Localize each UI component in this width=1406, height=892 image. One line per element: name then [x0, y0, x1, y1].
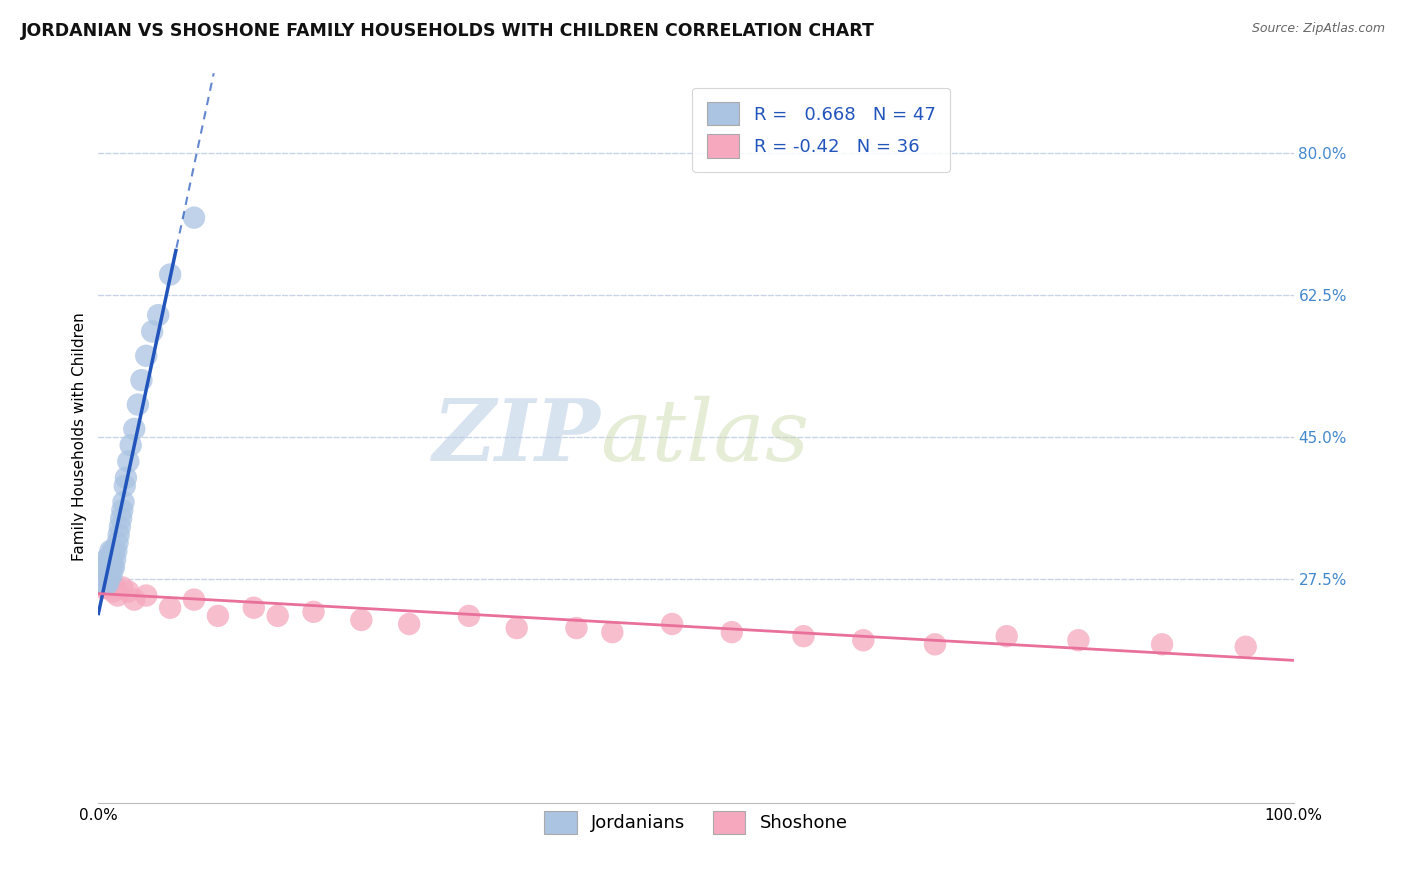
Point	[117, 454, 139, 468]
Point	[98, 560, 122, 574]
Point	[159, 600, 181, 615]
Point	[91, 576, 114, 591]
Point	[183, 211, 205, 225]
Point	[93, 576, 115, 591]
Point	[148, 308, 170, 322]
Point	[107, 535, 129, 549]
Point	[602, 625, 624, 640]
Point	[98, 560, 121, 574]
Point	[93, 581, 115, 595]
Point	[110, 511, 132, 525]
Text: atlas: atlas	[600, 396, 810, 478]
Point	[124, 422, 146, 436]
Point	[398, 617, 420, 632]
Point	[107, 589, 129, 603]
Point	[96, 568, 118, 582]
Point	[104, 581, 127, 595]
Point	[159, 268, 181, 282]
Point	[103, 560, 125, 574]
Point	[100, 568, 122, 582]
Point	[94, 578, 117, 592]
Point	[107, 527, 129, 541]
Point	[115, 471, 138, 485]
Point	[458, 608, 481, 623]
Point	[97, 560, 120, 574]
Point	[105, 544, 128, 558]
Point	[96, 552, 118, 566]
Point	[101, 584, 124, 599]
Legend: Jordanians, Shoshone: Jordanians, Shoshone	[530, 797, 862, 848]
Point	[131, 373, 153, 387]
Point	[852, 633, 875, 648]
Point	[104, 552, 127, 566]
Point	[183, 592, 205, 607]
Point	[302, 605, 325, 619]
Point	[97, 576, 120, 591]
Point	[108, 519, 131, 533]
Point	[93, 568, 115, 582]
Point	[91, 581, 114, 595]
Point	[793, 629, 815, 643]
Point	[565, 621, 588, 635]
Point	[661, 617, 683, 632]
Y-axis label: Family Households with Children: Family Households with Children	[72, 313, 87, 561]
Point	[127, 398, 149, 412]
Point	[267, 608, 290, 623]
Point	[94, 568, 117, 582]
Point	[112, 495, 135, 509]
Point	[98, 578, 122, 592]
Point	[91, 560, 114, 574]
Point	[98, 581, 121, 595]
Point	[91, 568, 114, 582]
Text: JORDANIAN VS SHOSHONE FAMILY HOUSEHOLDS WITH CHILDREN CORRELATION CHART: JORDANIAN VS SHOSHONE FAMILY HOUSEHOLDS …	[21, 22, 875, 40]
Point	[1152, 637, 1174, 651]
Point	[98, 552, 122, 566]
Point	[117, 584, 139, 599]
Point	[98, 544, 122, 558]
Point	[506, 621, 529, 635]
Point	[141, 325, 163, 339]
Point	[97, 576, 120, 591]
Point	[995, 629, 1018, 643]
Point	[96, 581, 118, 595]
Point	[924, 637, 946, 651]
Text: ZIP: ZIP	[433, 395, 600, 479]
Point	[98, 568, 121, 582]
Point	[120, 438, 142, 452]
Point	[1067, 633, 1090, 648]
Point	[100, 552, 122, 566]
Point	[1234, 640, 1257, 654]
Point	[114, 479, 136, 493]
Point	[101, 544, 124, 558]
Point	[91, 576, 114, 591]
Point	[103, 544, 125, 558]
Point	[124, 592, 146, 607]
Point	[243, 600, 266, 615]
Point	[94, 576, 117, 591]
Point	[93, 560, 115, 574]
Point	[98, 568, 122, 582]
Point	[135, 349, 157, 363]
Point	[101, 560, 124, 574]
Point	[90, 576, 112, 591]
Text: Source: ZipAtlas.com: Source: ZipAtlas.com	[1251, 22, 1385, 36]
Point	[350, 613, 373, 627]
Point	[721, 625, 744, 640]
Point	[111, 581, 134, 595]
Point	[207, 608, 229, 623]
Point	[96, 576, 118, 591]
Point	[97, 552, 120, 566]
Point	[111, 503, 134, 517]
Point	[135, 589, 157, 603]
